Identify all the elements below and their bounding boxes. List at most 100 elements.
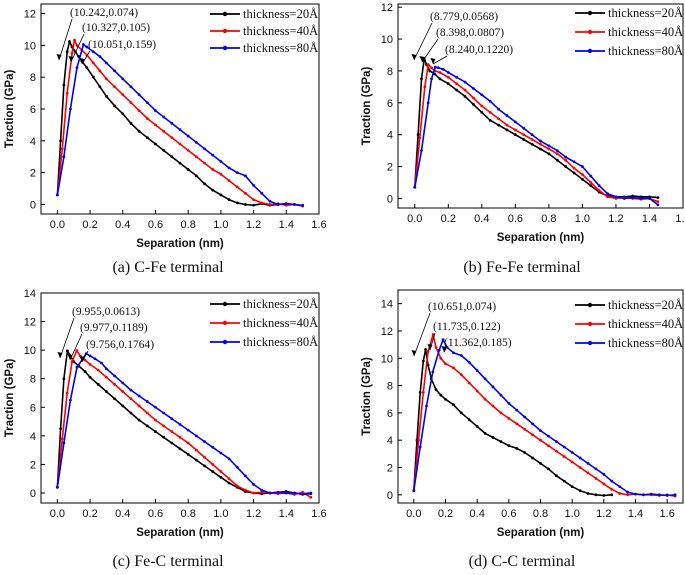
data-point xyxy=(268,491,272,495)
data-point xyxy=(91,61,95,65)
x-axis-label: Separation (nm) xyxy=(497,232,585,244)
data-point xyxy=(439,393,443,397)
data-point xyxy=(194,434,198,438)
x-tick-label: 0.6 xyxy=(508,213,523,225)
data-point xyxy=(203,182,206,186)
data-point xyxy=(434,345,438,349)
data-point xyxy=(656,196,660,200)
panel-caption: (d) C-C terminal xyxy=(469,553,576,570)
data-point xyxy=(589,174,593,178)
data-point xyxy=(436,66,440,70)
data-point xyxy=(572,160,576,164)
data-point xyxy=(649,492,653,496)
legend-marker xyxy=(222,301,228,307)
data-point xyxy=(554,449,558,453)
data-point xyxy=(227,166,231,170)
data-point xyxy=(586,492,590,495)
legend-label: thickness=40Å xyxy=(608,317,683,331)
data-point xyxy=(186,168,190,171)
data-point xyxy=(606,192,609,196)
panel-caption: (a) C-Fe terminal xyxy=(112,259,224,276)
legend-marker xyxy=(587,48,593,54)
data-point xyxy=(657,493,661,497)
data-point xyxy=(105,367,108,371)
data-point xyxy=(555,152,559,156)
data-point xyxy=(515,422,519,426)
data-point xyxy=(656,203,660,207)
y-tick-label: 10 xyxy=(24,40,36,52)
y-axis-label: Traction (GPa) xyxy=(361,67,373,146)
data-point xyxy=(96,368,100,372)
legend-marker xyxy=(587,340,593,346)
data-point xyxy=(547,144,551,148)
data-point xyxy=(85,66,89,70)
series-line-1 xyxy=(413,348,612,497)
annotation-arrowhead xyxy=(430,58,436,64)
data-point xyxy=(154,142,157,146)
data-point xyxy=(570,451,574,454)
data-point xyxy=(446,71,450,74)
annotation-arrow xyxy=(432,55,448,65)
annotation-arrowhead xyxy=(411,350,417,356)
annotation-arrowhead xyxy=(57,352,63,358)
data-point xyxy=(73,38,76,42)
data-point xyxy=(499,440,503,443)
data-point xyxy=(444,362,447,366)
data-point xyxy=(219,470,223,473)
data-point xyxy=(96,383,100,386)
data-point xyxy=(244,474,247,478)
data-point xyxy=(105,375,108,379)
data-point xyxy=(586,471,590,475)
data-point xyxy=(665,494,669,497)
data-point xyxy=(65,50,69,54)
chart-panel-3: 0.0 0.2 0.4 0.6 0.8 1.0 1.2 1.4 1.6 0 2 4 6 8 10 12 14 Se… xyxy=(4,288,327,570)
data-point xyxy=(62,377,66,381)
series-line-3 xyxy=(56,43,303,207)
data-point xyxy=(434,388,438,392)
series-line-1 xyxy=(56,349,311,495)
data-point xyxy=(594,477,598,480)
y-tick-label: 0 xyxy=(30,199,36,211)
data-point xyxy=(522,138,526,141)
data-point xyxy=(572,171,576,175)
legend-label: thickness=20Å xyxy=(608,298,683,312)
data-point xyxy=(614,195,618,199)
data-point xyxy=(162,148,166,152)
annotation-arrowhead xyxy=(411,54,417,60)
data-point xyxy=(634,492,637,496)
data-point xyxy=(472,87,475,90)
series-line-3 xyxy=(56,352,311,496)
data-point xyxy=(186,428,190,432)
data-point xyxy=(515,446,519,450)
data-point xyxy=(93,357,97,361)
x-tick-label: 1.2 xyxy=(608,213,623,225)
legend-label: thickness=40Å xyxy=(243,24,318,38)
data-point xyxy=(170,441,174,445)
x-tick-label: 0.0 xyxy=(50,219,65,231)
data-point xyxy=(244,203,247,206)
data-point xyxy=(98,85,102,89)
annotation-arrowhead xyxy=(79,58,85,64)
data-point xyxy=(578,489,582,493)
data-point xyxy=(459,373,463,377)
x-tick-label: 0.8 xyxy=(181,219,196,231)
x-tick-label: 0.6 xyxy=(501,508,516,520)
data-point xyxy=(673,493,677,497)
data-point xyxy=(91,50,95,54)
data-point xyxy=(55,485,59,489)
data-point xyxy=(186,441,190,445)
data-point xyxy=(562,455,566,458)
data-point xyxy=(570,460,574,464)
y-axis-label: Traction (GPa) xyxy=(361,357,373,436)
data-point xyxy=(626,493,629,497)
y-tick-label: 4 xyxy=(30,136,36,148)
data-point xyxy=(433,65,437,69)
data-point xyxy=(227,477,231,481)
data-point xyxy=(170,430,174,433)
data-point xyxy=(452,351,455,355)
data-point xyxy=(530,142,534,146)
x-tick-label: 1.4 xyxy=(642,213,657,225)
data-point xyxy=(445,345,449,349)
data-point xyxy=(162,115,166,119)
